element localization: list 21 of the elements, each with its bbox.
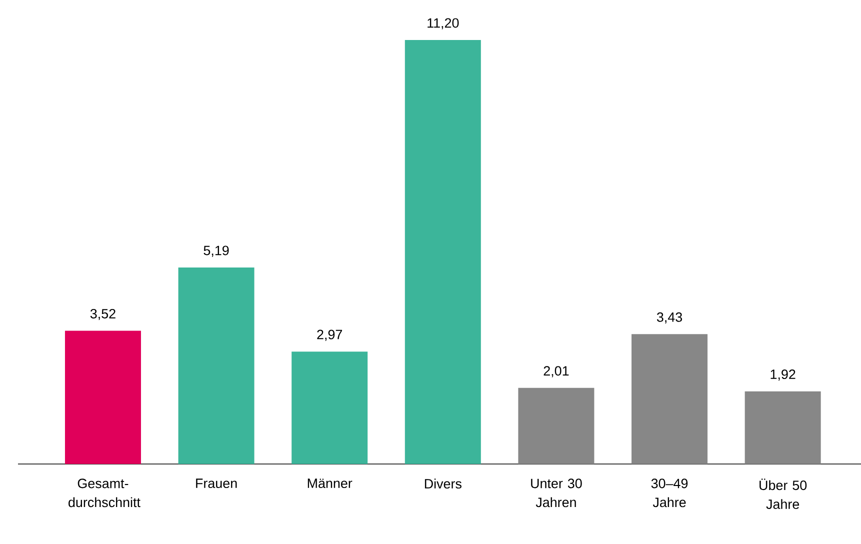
x-tick-label: Divers bbox=[424, 478, 462, 489]
data-label: 1,92 bbox=[770, 370, 796, 381]
data-label: 2,01 bbox=[544, 366, 569, 378]
data-label: 2,97 bbox=[317, 330, 342, 341]
bar bbox=[518, 388, 594, 464]
data-label: 3,52 bbox=[90, 308, 116, 320]
x-tick-label: 30–49 Jahre bbox=[651, 478, 688, 508]
data-label: 5,19 bbox=[204, 246, 229, 257]
bar bbox=[404, 40, 481, 464]
bar bbox=[744, 391, 821, 464]
bar bbox=[64, 330, 141, 464]
x-tick-label: Männer bbox=[308, 478, 352, 488]
data-label: 11,20 bbox=[428, 18, 459, 30]
x-tick-label: Über 50 Jahre bbox=[760, 478, 807, 509]
bar bbox=[178, 268, 254, 464]
data-label: 3,43 bbox=[656, 312, 682, 324]
x-tick-label: Gesamt-durchschnitt bbox=[68, 478, 140, 508]
bar bbox=[632, 334, 708, 464]
x-tick-label: Frauen bbox=[196, 478, 237, 488]
x-tick-label: Unter 30 Jahren bbox=[531, 478, 582, 508]
bar bbox=[292, 352, 368, 464]
